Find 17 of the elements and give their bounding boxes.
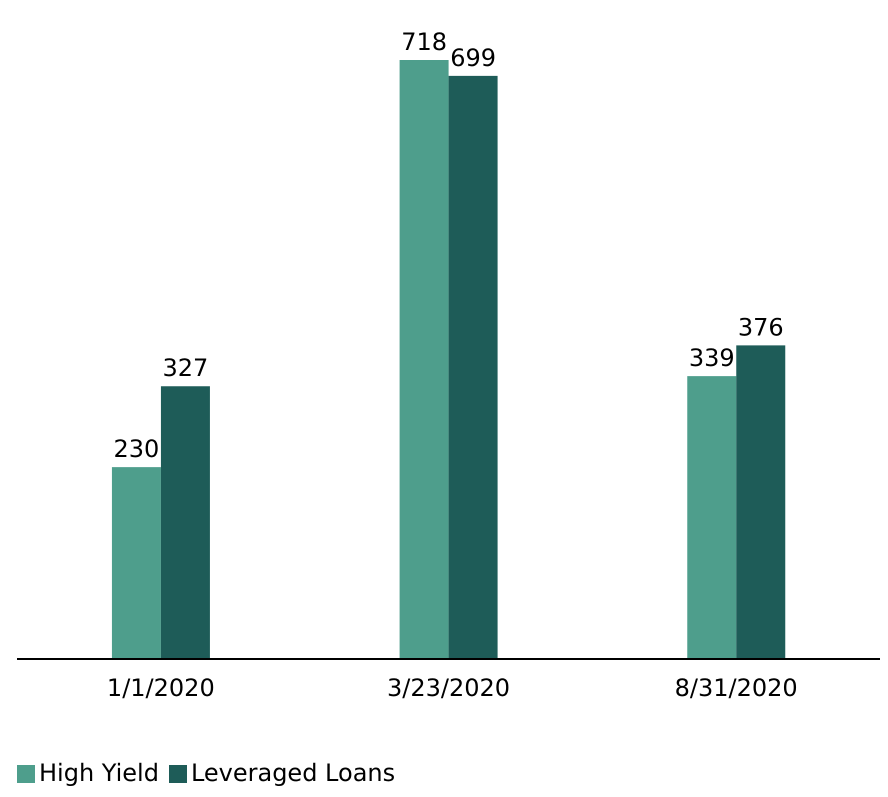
data-label: 230 [114,435,160,464]
x-tick-label: 1/1/2020 [106,674,215,702]
bar [687,376,736,659]
data-label: 327 [162,354,208,382]
bar [736,345,786,659]
data-label: 699 [450,44,496,72]
bar [448,76,498,659]
bar [160,386,210,659]
legend-label: Leveraged Loans [190,759,396,787]
bar [400,60,449,659]
bar [112,467,161,659]
x-tick-label: 3/23/2020 [386,674,510,702]
data-label: 718 [401,28,448,56]
x-tick-label: 8/31/2020 [674,674,798,702]
data-label: 339 [688,344,735,372]
legend-label: High Yield [39,759,159,787]
data-label: 376 [738,313,784,342]
